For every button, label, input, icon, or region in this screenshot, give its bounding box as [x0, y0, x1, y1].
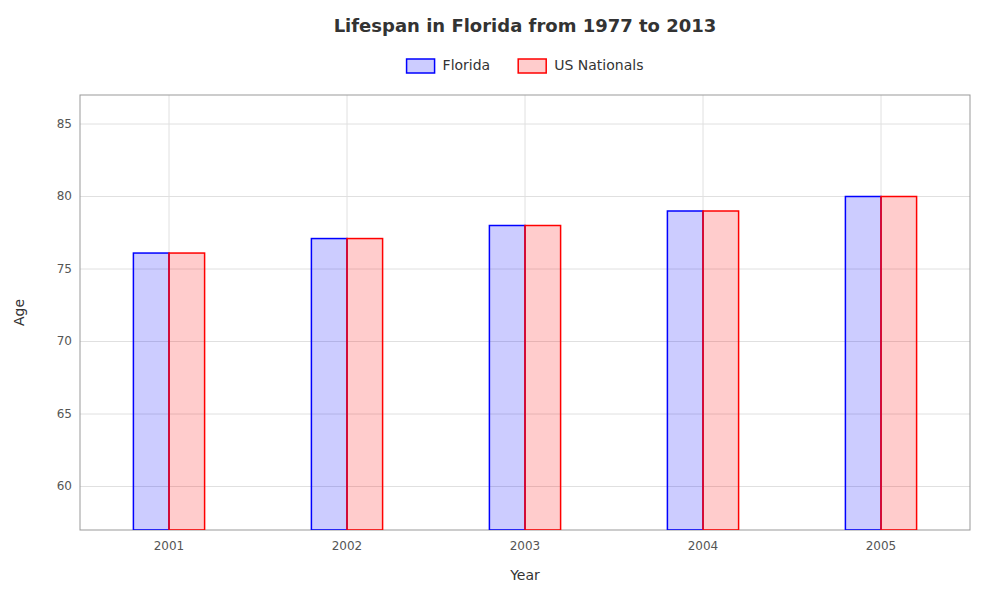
bar — [845, 197, 881, 531]
legend-swatch — [407, 59, 435, 73]
x-tick-label: 2005 — [866, 539, 897, 553]
x-tick-label: 2004 — [688, 539, 719, 553]
legend-label: US Nationals — [554, 57, 643, 73]
bar — [667, 211, 703, 530]
chart-container: 60 65 70 75 80 85 2001 2002 2003 2004 2005 Lifespan… — [0, 0, 1000, 600]
legend-swatch — [518, 59, 546, 73]
bar — [525, 226, 561, 531]
bars — [133, 197, 916, 531]
bar — [347, 239, 383, 530]
bar — [169, 253, 205, 530]
grid — [80, 95, 970, 530]
legend-label: Florida — [443, 57, 491, 73]
bar — [703, 211, 739, 530]
title: Lifespan in Florida from 1977 to 2013 — [334, 15, 717, 36]
legend-item: US Nationals — [518, 57, 643, 73]
x-tick-label: 2002 — [332, 539, 363, 553]
bar — [881, 197, 917, 531]
y-tick-label: 70 — [57, 334, 72, 348]
x-tick-label: 2001 — [154, 539, 185, 553]
x-tick-label: 2003 — [510, 539, 541, 553]
y-tick-label: 60 — [57, 479, 72, 493]
y-tick-label: 75 — [57, 262, 72, 276]
bar — [311, 239, 347, 530]
legend: Florida US Nationals — [407, 57, 644, 73]
y-axis-label: Age — [11, 299, 27, 326]
y-tick-label: 65 — [57, 407, 72, 421]
legend-item: Florida — [407, 57, 491, 73]
plot-frame — [80, 95, 970, 530]
y-tick-label: 80 — [57, 189, 72, 203]
bar — [489, 226, 525, 531]
y-tick-label: 85 — [57, 117, 72, 131]
bar — [133, 253, 169, 530]
chart: 60 65 70 75 80 85 2001 2002 2003 2004 2005 Lifespan… — [0, 0, 1000, 600]
x-axis-label: Year — [509, 567, 540, 583]
